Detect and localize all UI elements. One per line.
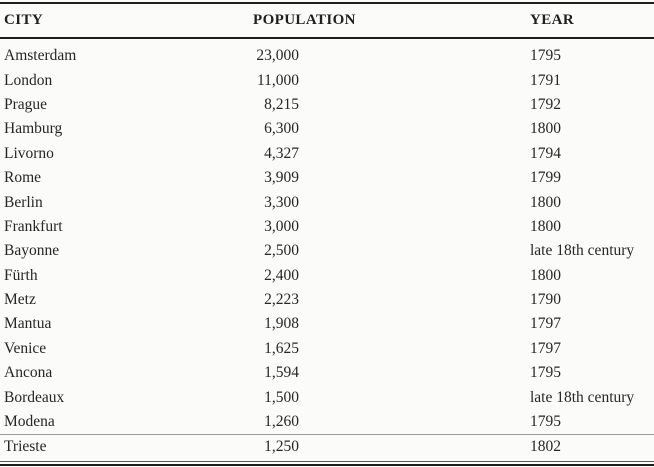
city-cell: Rome [4, 169, 42, 187]
population-cell: 2,400 [253, 267, 530, 285]
population-cell: 1,260 [253, 413, 530, 431]
population-value: 8,215 [264, 95, 299, 113]
population-cell: 1,500 [253, 389, 530, 407]
population-cell: 1,908 [253, 315, 530, 333]
population-cell: 3,000 [253, 218, 530, 236]
year-cell: 1799 [530, 169, 561, 187]
year-cell: 1795 [530, 364, 561, 382]
population-value: 2,400 [264, 266, 299, 284]
top-rule [0, 2, 654, 4]
table-row: Mantua 1,908 1797 [0, 312, 654, 336]
city-cell: Prague [4, 95, 48, 113]
bottom-rule-thick [0, 463, 654, 466]
city-cell: Berlin [4, 193, 43, 211]
city-cell: Metz [4, 291, 36, 309]
population-value: 1,250 [264, 438, 299, 456]
table-row: Fürth 2,400 1800 [0, 264, 654, 288]
population-value: 4,327 [264, 144, 299, 162]
city-cell: London [4, 71, 53, 89]
population-value: 1,594 [264, 364, 299, 382]
table-row: Amsterdam 23,000 1795 [0, 44, 654, 68]
population-cell: 3,909 [253, 169, 530, 187]
table-row: Bayonne 2,500 late 18th century [0, 239, 654, 263]
column-header-city: CITY [4, 12, 44, 28]
bottom-rule-thin [0, 460, 654, 462]
year-cell: 1794 [530, 144, 561, 162]
population-cell: 4,327 [253, 145, 530, 163]
city-cell: Bayonne [4, 242, 60, 260]
population-cell: 2,500 [253, 242, 530, 260]
population-cell: 1,625 [253, 340, 530, 358]
population-cell: 1,594 [253, 364, 530, 382]
table-row: Metz 2,223 1790 [0, 288, 654, 312]
population-value: 1,500 [264, 388, 299, 406]
population-value: 11,000 [256, 71, 299, 89]
population-value: 1,625 [264, 339, 299, 357]
population-value: 1,908 [264, 315, 299, 333]
population-cell: 1,250 [253, 438, 530, 456]
table-row: Venice 1,625 1797 [0, 337, 654, 361]
population-cell: 3,300 [253, 194, 530, 212]
table-row: Hamburg 6,300 1800 [0, 117, 654, 141]
year-cell: 1795 [530, 47, 561, 65]
city-cell: Bordeaux [4, 388, 65, 406]
city-cell: Frankfurt [4, 217, 63, 235]
population-value: 23,000 [256, 47, 299, 65]
table-row: Bordeaux 1,500 late 18th century [0, 385, 654, 409]
table-row: Trieste 1,250 1802 [0, 434, 654, 459]
city-cell: Modena [4, 413, 55, 431]
population-value: 3,000 [264, 217, 299, 235]
year-cell: 1795 [530, 413, 561, 431]
column-header-year: YEAR [530, 12, 575, 28]
year-cell: 1800 [530, 266, 561, 284]
population-value: 2,223 [264, 291, 299, 309]
year-cell: 1797 [530, 315, 561, 333]
city-cell: Trieste [4, 438, 47, 456]
table-row: Frankfurt 3,000 1800 [0, 215, 654, 239]
population-value: 3,909 [264, 169, 299, 187]
population-value: 3,300 [264, 193, 299, 211]
year-cell: 1791 [530, 71, 561, 89]
table-row: Berlin 3,300 1800 [0, 190, 654, 214]
table-row: London 11,000 1791 [0, 68, 654, 92]
city-cell: Amsterdam [4, 47, 77, 65]
year-cell: 1800 [530, 217, 561, 235]
population-value: 2,500 [264, 242, 299, 260]
city-cell: Hamburg [4, 120, 63, 138]
year-cell: late 18th century [530, 388, 635, 406]
year-cell: 1792 [530, 95, 561, 113]
year-cell: 1802 [530, 438, 561, 456]
population-cell: 2,223 [253, 291, 530, 309]
population-cell: 6,300 [253, 120, 530, 138]
population-cell: 8,215 [253, 96, 530, 114]
year-cell: late 18th century [530, 242, 635, 260]
table-row: Prague 8,215 1792 [0, 93, 654, 117]
population-value: 6,300 [264, 120, 299, 138]
table-row: Livorno 4,327 1794 [0, 142, 654, 166]
table-body: Amsterdam 23,000 1795 London 11,000 1791… [0, 39, 654, 460]
year-cell: 1790 [530, 291, 561, 309]
year-cell: 1797 [530, 339, 561, 357]
year-cell: 1800 [530, 193, 561, 211]
column-header-population: POPULATION [253, 12, 356, 28]
population-cell: 23,000 [253, 47, 530, 65]
year-cell: 1800 [530, 120, 561, 138]
table-row: Rome 3,909 1799 [0, 166, 654, 190]
city-cell: Ancona [4, 364, 53, 382]
city-cell: Fürth [4, 266, 38, 284]
table-row: Modena 1,260 1795 [0, 410, 654, 434]
table-row: Ancona 1,594 1795 [0, 361, 654, 385]
city-cell: Venice [4, 339, 47, 357]
population-value: 1,260 [264, 413, 299, 431]
city-cell: Livorno [4, 144, 54, 162]
population-cell: 11,000 [253, 72, 530, 90]
table-header-row: CITY POPULATION YEAR [0, 4, 654, 37]
header-rule [0, 37, 654, 39]
city-cell: Mantua [4, 315, 52, 333]
